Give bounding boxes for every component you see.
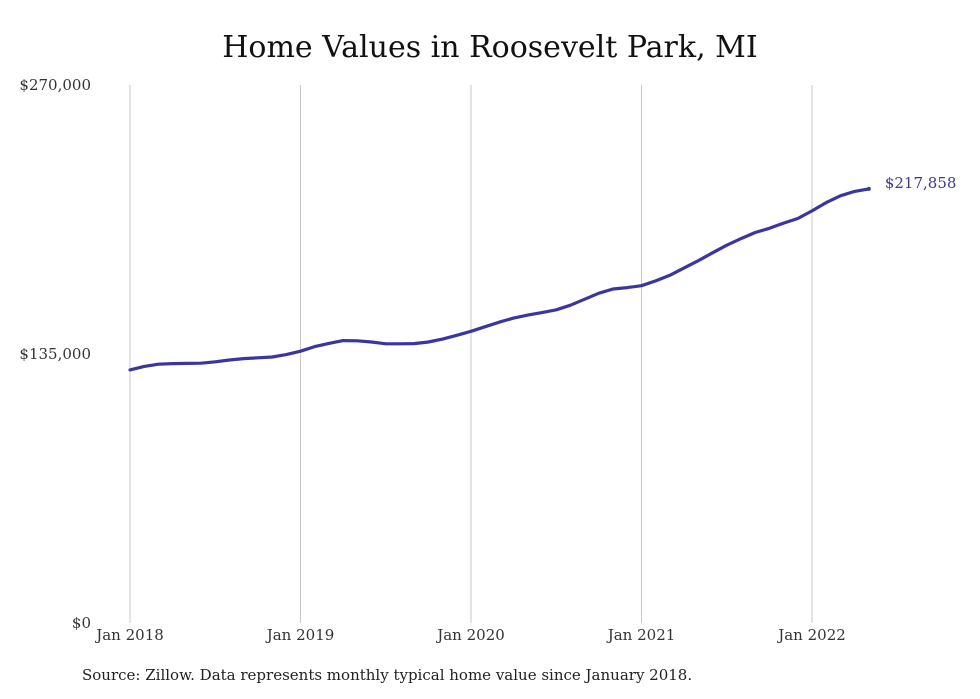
series-line	[128, 187, 871, 372]
end-value-label: $217,858	[885, 174, 957, 192]
x-tick-label: Jan 2022	[776, 626, 846, 644]
source-note: Source: Zillow. Data represents monthly …	[82, 666, 693, 684]
y-tick-label: $0	[72, 614, 91, 632]
end-point	[866, 186, 871, 191]
chart-title: Home Values in Roosevelt Park, MI	[222, 30, 758, 65]
x-tick-label: Jan 2020	[435, 626, 505, 644]
x-tick-label: Jan 2021	[606, 626, 676, 644]
x-tick-label: Jan 2018	[94, 626, 164, 644]
x-tick-label: Jan 2019	[265, 626, 335, 644]
y-tick-label: $270,000	[19, 76, 91, 94]
y-tick-label: $135,000	[19, 345, 91, 363]
